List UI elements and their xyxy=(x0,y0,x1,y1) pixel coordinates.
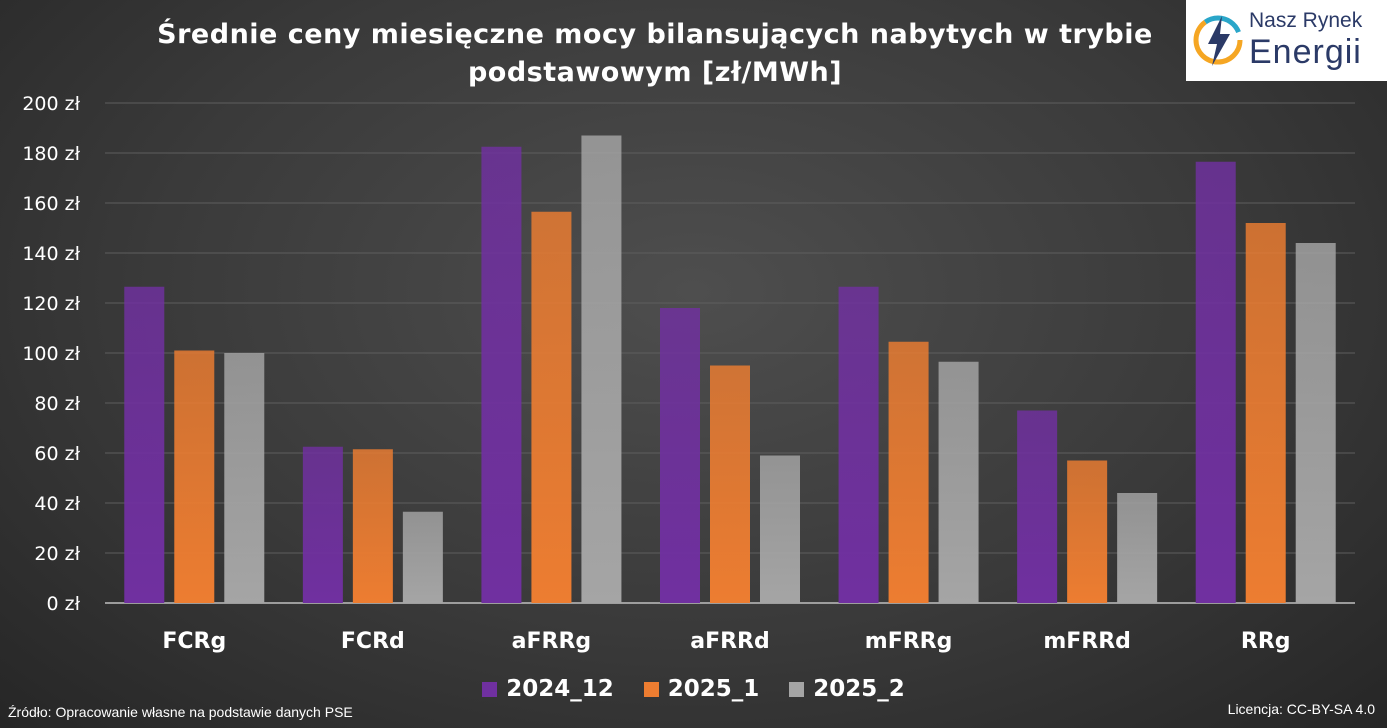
legend-item: 2025_2 xyxy=(789,676,905,702)
y-tick-label: 20 zł xyxy=(34,543,80,565)
bar-mFRRg-2025_1 xyxy=(888,341,929,603)
bar-mFRRg-2024_12 xyxy=(838,286,879,603)
bar-FCRg-2025_1 xyxy=(174,350,215,603)
bar-mFRRd-2025_1 xyxy=(1067,460,1108,603)
bar-RRg-2025_1 xyxy=(1245,223,1286,603)
legend-label: 2024_12 xyxy=(506,676,614,702)
bar-FCRg-2024_12 xyxy=(124,286,165,603)
chart-title: Średnie ceny miesięczne mocy bilansujący… xyxy=(100,16,1210,92)
bar-FCRd-2024_12 xyxy=(302,446,343,603)
y-tick-label: 200 zł xyxy=(22,93,80,115)
y-tick-label: 120 zł xyxy=(22,293,80,315)
bar-FCRd-2025_2 xyxy=(402,511,443,603)
bar-aFRRg-2025_2 xyxy=(581,135,622,603)
y-tick-label: 80 zł xyxy=(34,393,80,415)
brand-logo: Nasz Rynek Energii xyxy=(1186,0,1387,81)
legend-label: 2025_2 xyxy=(813,676,905,702)
legend-item: 2024_12 xyxy=(482,676,614,702)
legend-swatch xyxy=(643,681,659,697)
y-tick-label: 140 zł xyxy=(22,243,80,265)
lightning-bolt-icon xyxy=(1193,15,1243,66)
bar-RRg-2024_12 xyxy=(1195,161,1236,603)
legend-swatch xyxy=(482,681,498,697)
y-tick-label: 0 zł xyxy=(46,593,80,615)
chart-title-line-2: podstawowym [zł/MWh] xyxy=(467,57,843,88)
logo-text-line-2: Energii xyxy=(1249,33,1362,71)
x-tick-label: FCRg xyxy=(162,629,226,654)
y-tick-label: 160 zł xyxy=(22,193,80,215)
bar-mFRRg-2025_2 xyxy=(938,361,979,603)
x-tick-label: aFRRd xyxy=(690,629,770,654)
bar-FCRg-2025_2 xyxy=(224,353,265,603)
chart-title-line-1: Średnie ceny miesięczne mocy bilansujący… xyxy=(157,19,1153,50)
bar-aFRRd-2025_1 xyxy=(710,365,750,603)
bar-mFRRd-2024_12 xyxy=(1017,410,1058,603)
bar-aFRRg-2024_12 xyxy=(481,146,522,603)
bar-RRg-2025_2 xyxy=(1295,243,1336,603)
x-tick-label: FCRd xyxy=(341,629,405,654)
legend-swatch xyxy=(789,681,805,697)
source-note: Źródło: Opracowanie własne na podstawie … xyxy=(8,704,353,720)
x-tick-label: mFRRd xyxy=(1043,629,1131,654)
bar-FCRd-2025_1 xyxy=(352,449,393,603)
y-tick-label: 100 zł xyxy=(22,343,80,365)
bar-mFRRd-2025_2 xyxy=(1117,493,1158,603)
y-tick-label: 180 zł xyxy=(22,143,80,165)
logo-text-line-1: Nasz Rynek xyxy=(1249,9,1363,32)
bar-aFRRd-2024_12 xyxy=(660,308,700,603)
chart-legend: 2024_12 2025_1 2025_2 xyxy=(0,676,1387,702)
legend-label: 2025_1 xyxy=(667,676,760,702)
bar-aFRRg-2025_1 xyxy=(531,211,572,603)
y-tick-label: 40 zł xyxy=(34,493,80,515)
license-note: Licencja: CC-BY-SA 4.0 xyxy=(1227,701,1375,717)
x-tick-label: aFRRg xyxy=(512,629,592,654)
x-tick-label: RRg xyxy=(1241,629,1291,654)
y-tick-label: 60 zł xyxy=(34,443,80,465)
bar-aFRRd-2025_2 xyxy=(760,455,800,603)
x-tick-label: mFRRg xyxy=(865,629,953,654)
legend-item: 2025_1 xyxy=(643,676,760,702)
